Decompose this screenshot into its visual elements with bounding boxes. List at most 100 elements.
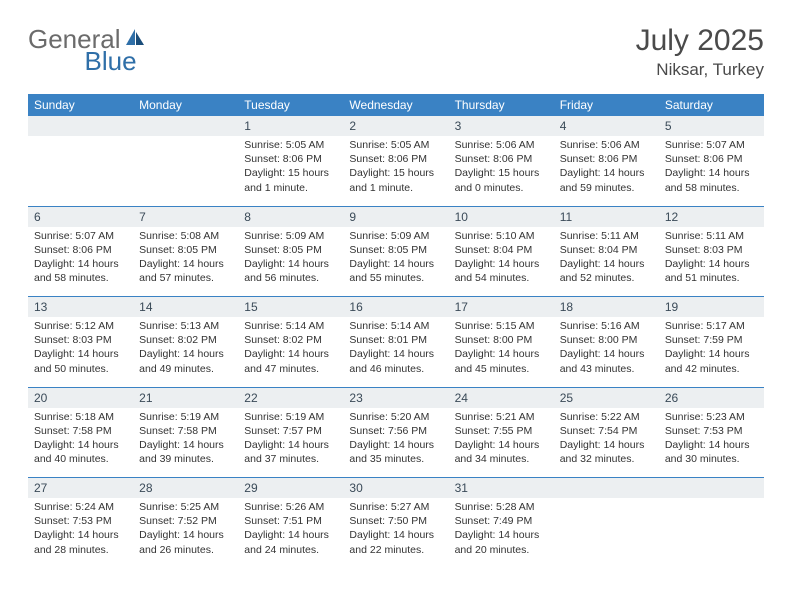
daylight-text: Daylight: 14 hours and 57 minutes. [139,257,232,285]
sunset-text: Sunset: 8:01 PM [349,333,442,347]
daylight-text: Daylight: 14 hours and 32 minutes. [560,438,653,466]
sunrise-text: Sunrise: 5:22 AM [560,410,653,424]
day-number: 12 [659,207,764,227]
sunset-text: Sunset: 7:55 PM [455,424,548,438]
day-cell: 29Sunrise: 5:26 AMSunset: 7:51 PMDayligh… [238,478,343,568]
sunrise-text: Sunrise: 5:07 AM [665,138,758,152]
daylight-text: Daylight: 15 hours and 0 minutes. [455,166,548,194]
day-cell: 8Sunrise: 5:09 AMSunset: 8:05 PMDaylight… [238,207,343,297]
sunset-text: Sunset: 8:06 PM [455,152,548,166]
sunrise-text: Sunrise: 5:14 AM [349,319,442,333]
day-info: Sunrise: 5:21 AMSunset: 7:55 PMDaylight:… [449,408,554,473]
day-cell: 12Sunrise: 5:11 AMSunset: 8:03 PMDayligh… [659,207,764,297]
sunrise-text: Sunrise: 5:19 AM [244,410,337,424]
sunrise-text: Sunrise: 5:11 AM [665,229,758,243]
daylight-text: Daylight: 14 hours and 30 minutes. [665,438,758,466]
day-number: 6 [28,207,133,227]
day-cell: 30Sunrise: 5:27 AMSunset: 7:50 PMDayligh… [343,478,448,568]
day-cell: 7Sunrise: 5:08 AMSunset: 8:05 PMDaylight… [133,207,238,297]
day-number: 14 [133,297,238,317]
day-cell: 19Sunrise: 5:17 AMSunset: 7:59 PMDayligh… [659,297,764,387]
day-info: Sunrise: 5:22 AMSunset: 7:54 PMDaylight:… [554,408,659,473]
day-cell [554,478,659,568]
day-info: Sunrise: 5:16 AMSunset: 8:00 PMDaylight:… [554,317,659,382]
day-number: 25 [554,388,659,408]
sunrise-text: Sunrise: 5:11 AM [560,229,653,243]
sunset-text: Sunset: 7:49 PM [455,514,548,528]
day-number: 26 [659,388,764,408]
day-info: Sunrise: 5:19 AMSunset: 7:57 PMDaylight:… [238,408,343,473]
day-info: Sunrise: 5:25 AMSunset: 7:52 PMDaylight:… [133,498,238,563]
sunrise-text: Sunrise: 5:09 AM [349,229,442,243]
sunset-text: Sunset: 7:54 PM [560,424,653,438]
sunrise-text: Sunrise: 5:28 AM [455,500,548,514]
sunrise-text: Sunrise: 5:12 AM [34,319,127,333]
sunset-text: Sunset: 8:03 PM [34,333,127,347]
sunset-text: Sunset: 7:51 PM [244,514,337,528]
daylight-text: Daylight: 14 hours and 55 minutes. [349,257,442,285]
daylight-text: Daylight: 14 hours and 43 minutes. [560,347,653,375]
daylight-text: Daylight: 14 hours and 50 minutes. [34,347,127,375]
day-number: 5 [659,116,764,136]
day-number: 11 [554,207,659,227]
day-info: Sunrise: 5:23 AMSunset: 7:53 PMDaylight:… [659,408,764,473]
day-cell: 10Sunrise: 5:10 AMSunset: 8:04 PMDayligh… [449,207,554,297]
day-cell: 16 Sunrise: 5:14 AMSunset: 8:01 PMDayligh… [343,297,448,387]
day-number: 22 [238,388,343,408]
sunset-text: Sunset: 7:50 PM [349,514,442,528]
day-cell: 27Sunrise: 5:24 AMSunset: 7:53 PMDayligh… [28,478,133,568]
day-cell: 11Sunrise: 5:11 AMSunset: 8:04 PMDayligh… [554,207,659,297]
sunrise-text: Sunrise: 5:24 AM [34,500,127,514]
sunrise-text: Sunrise: 5:27 AM [349,500,442,514]
day-info: Sunrise: 5:17 AMSunset: 7:59 PMDaylight:… [659,317,764,382]
day-info: Sunrise: 5:07 AMSunset: 8:06 PMDaylight:… [28,227,133,292]
daylight-text: Daylight: 14 hours and 58 minutes. [34,257,127,285]
day-info: Sunrise: 5:12 AMSunset: 8:03 PMDaylight:… [28,317,133,382]
daylight-text: Daylight: 14 hours and 35 minutes. [349,438,442,466]
day-info: Sunrise: 5:28 AMSunset: 7:49 PMDaylight:… [449,498,554,563]
sunset-text: Sunset: 8:00 PM [455,333,548,347]
sunrise-text: Sunrise: 5:09 AM [244,229,337,243]
day-info: Sunrise: 5:13 AMSunset: 8:02 PMDaylight:… [133,317,238,382]
sunset-text: Sunset: 8:05 PM [349,243,442,257]
day-cell: 1Sunrise: 5:05 AMSunset: 8:06 PMDaylight… [238,116,343,206]
sunrise-text: Sunrise: 5:06 AM [455,138,548,152]
daylight-text: Daylight: 14 hours and 37 minutes. [244,438,337,466]
day-number: 1 [238,116,343,136]
day-cell: 2Sunrise: 5:05 AMSunset: 8:06 PMDaylight… [343,116,448,206]
day-number: 13 [28,297,133,317]
daylight-text: Daylight: 14 hours and 42 minutes. [665,347,758,375]
day-cell: 20Sunrise: 5:18 AMSunset: 7:58 PMDayligh… [28,388,133,478]
sunrise-text: Sunrise: 5:08 AM [139,229,232,243]
day-number: 31 [449,478,554,498]
day-info: Sunrise: 5:24 AMSunset: 7:53 PMDaylight:… [28,498,133,563]
month-title: July 2025 [636,24,764,58]
sunrise-text: Sunrise: 5:13 AM [139,319,232,333]
daylight-text: Daylight: 14 hours and 22 minutes. [349,528,442,556]
daylight-text: Daylight: 14 hours and 58 minutes. [665,166,758,194]
sunrise-text: Sunrise: 5:17 AM [665,319,758,333]
sunrise-text: Sunrise: 5:14 AM [244,319,337,333]
sunset-text: Sunset: 8:06 PM [34,243,127,257]
day-number: 16 [343,297,448,317]
daylight-text: Daylight: 14 hours and 34 minutes. [455,438,548,466]
daylight-text: Daylight: 14 hours and 24 minutes. [244,528,337,556]
day-number: 18 [554,297,659,317]
day-cell: 4Sunrise: 5:06 AMSunset: 8:06 PMDaylight… [554,116,659,206]
day-number: 9 [343,207,448,227]
sunset-text: Sunset: 7:53 PM [34,514,127,528]
day-cell: 14Sunrise: 5:13 AMSunset: 8:02 PMDayligh… [133,297,238,387]
empty-day [554,478,659,498]
day-number: 17 [449,297,554,317]
daylight-text: Daylight: 14 hours and 59 minutes. [560,166,653,194]
day-cell: 28Sunrise: 5:25 AMSunset: 7:52 PMDayligh… [133,478,238,568]
sunset-text: Sunset: 8:04 PM [455,243,548,257]
daylight-text: Daylight: 14 hours and 46 minutes. [349,347,442,375]
header: General Blue July 2025 Niksar, Turkey [28,24,764,80]
calendar-table: SundayMondayTuesdayWednesdayThursdayFrid… [28,94,764,568]
day-info: Sunrise: 5:09 AMSunset: 8:05 PMDaylight:… [343,227,448,292]
day-cell: 25Sunrise: 5:22 AMSunset: 7:54 PMDayligh… [554,388,659,478]
day-info: Sunrise: 5:19 AMSunset: 7:58 PMDaylight:… [133,408,238,473]
dow-row: SundayMondayTuesdayWednesdayThursdayFrid… [28,94,764,116]
sunrise-text: Sunrise: 5:06 AM [560,138,653,152]
